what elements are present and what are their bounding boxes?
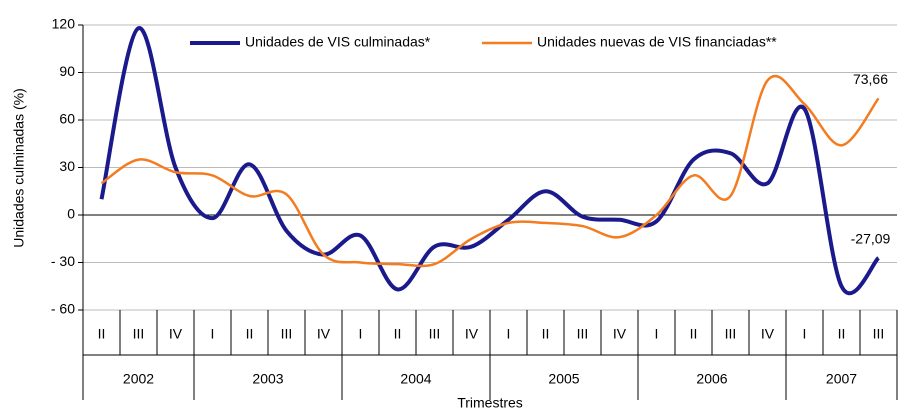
x-tick-label: IV [465,326,479,342]
y-tick-label: - 30 [51,253,75,269]
x-tick-label: III [577,326,589,342]
x-tick-label: II [246,326,254,342]
x-tick-label: III [281,326,293,342]
series-line [99,26,881,296]
x-tick-label: III [133,326,145,342]
y-tick-label: - 60 [51,301,75,317]
data-label: 73,66 [853,71,888,87]
x-tick-label: II [394,326,402,342]
x-tick-label: I [803,326,807,342]
x-tick-label: II [98,326,106,342]
x-tick-label: IV [761,326,775,342]
x-tick-label: IV [169,326,183,342]
y-tick-label: 60 [59,111,75,127]
y-tick-label: 30 [59,158,75,174]
x-tick-label: III [873,326,885,342]
y-tick-label: 120 [52,16,76,32]
x-tick-label: III [725,326,737,342]
x-tick-label: II [690,326,698,342]
x-tick-label: I [655,326,659,342]
year-label: 2005 [548,371,579,387]
x-tick-label: II [838,326,846,342]
year-label: 2004 [400,371,431,387]
series-line [100,74,880,268]
x-tick-label: II [542,326,550,342]
legend-label: Unidades nuevas de VIS financiadas** [537,34,777,50]
legend-label: Unidades de VIS culminadas* [245,34,431,50]
x-tick-label: I [211,326,215,342]
x-axis-title: Trimestres [457,395,523,411]
x-tick-label: III [429,326,441,342]
data-label: -27,09 [851,231,891,247]
year-label: 2006 [696,371,727,387]
x-tick-label: IV [317,326,331,342]
y-axis-title: Unidades culminadas (%) [11,88,27,248]
year-label: 2003 [252,371,283,387]
year-label: 2002 [123,371,154,387]
year-label: 2007 [826,371,857,387]
x-tick-label: IV [613,326,627,342]
y-tick-label: 0 [67,206,75,222]
x-tick-label: I [507,326,511,342]
y-tick-label: 90 [59,63,75,79]
x-tick-label: I [359,326,363,342]
